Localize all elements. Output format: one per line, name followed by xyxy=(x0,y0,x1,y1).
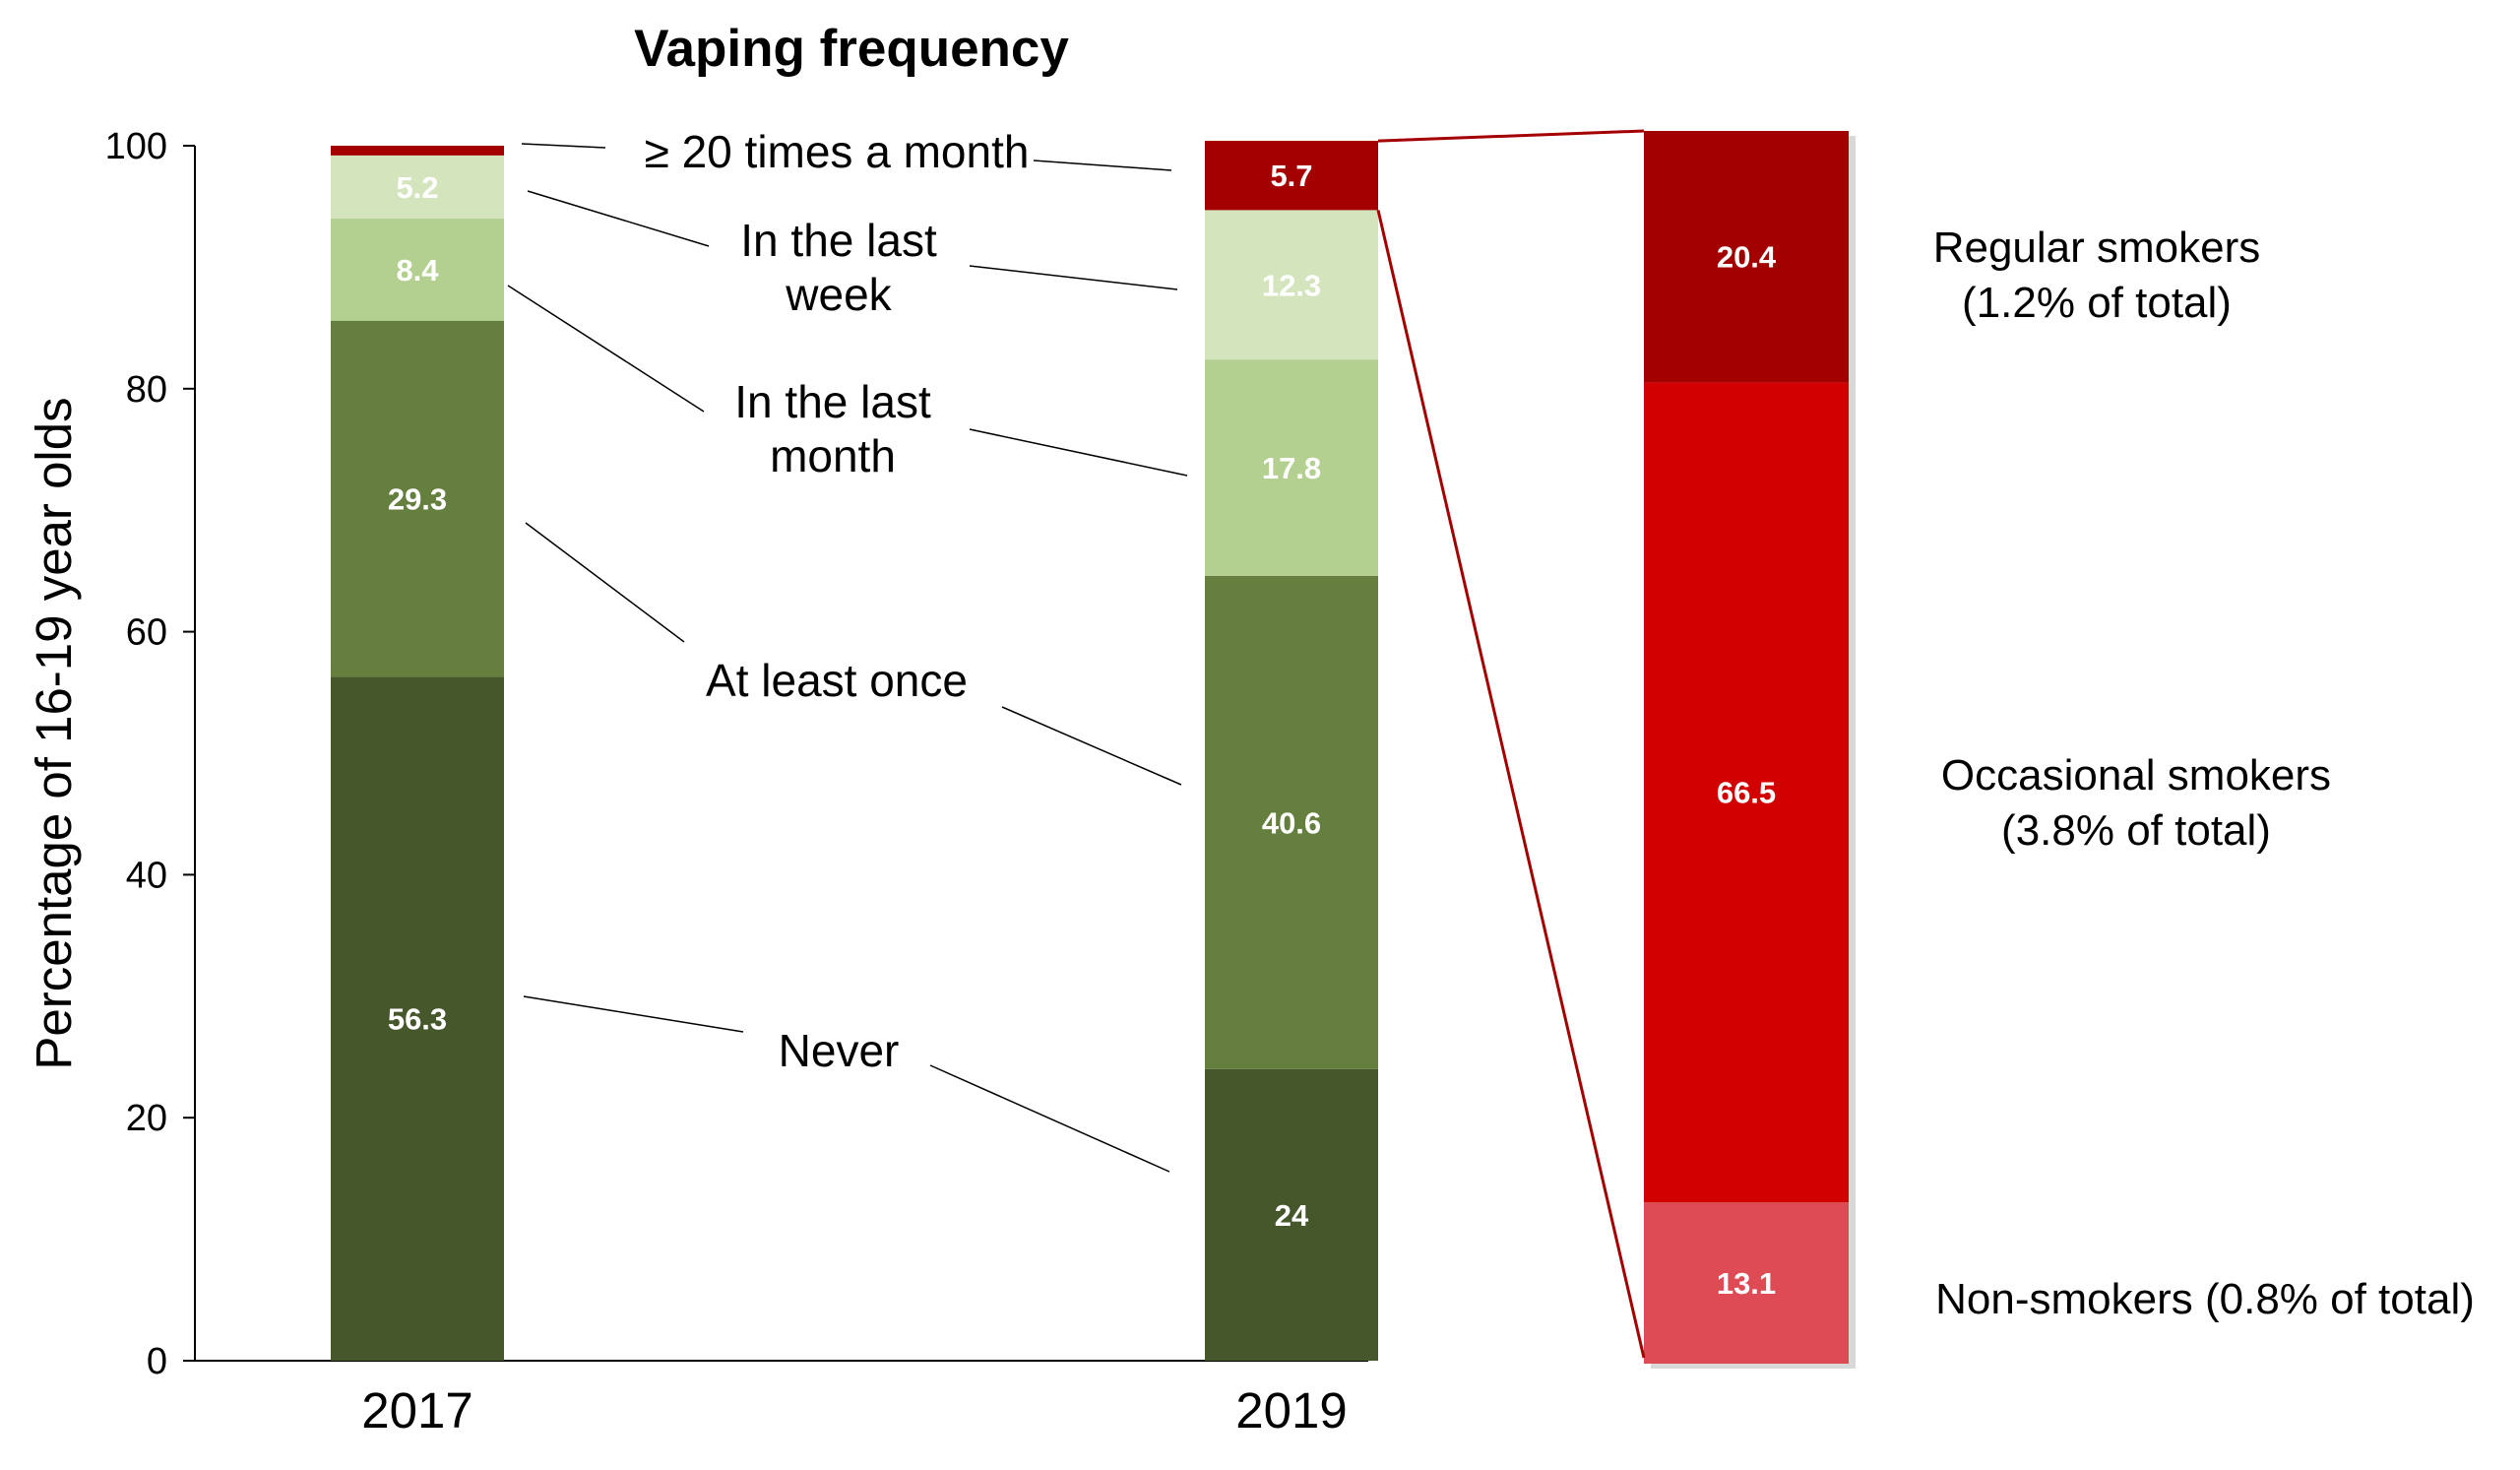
breakdown-label-regular-smokers: (1.2% of total) xyxy=(1962,279,2232,327)
data-label-in-the-last-week-2017: 5.2 xyxy=(396,170,438,205)
breakdown-segment-non-smokers-0-8-of-total xyxy=(1644,1201,1849,1364)
leader-line-at-least-once-2019 xyxy=(1001,706,1182,786)
leader-line-20-times-a-month-2019 xyxy=(1033,160,1172,171)
chart-title: Vaping frequency xyxy=(634,20,1069,78)
bar-segment-in-the-last-week-2017 xyxy=(331,155,504,220)
breakdown-bar: 13.1 Non-smokers (0.8% of total) 66.5 Occas… xyxy=(1376,129,2475,1369)
axes: 0 20 40 60 80 100 2017 2019 xyxy=(105,126,1368,1438)
bar-segment-never-2017 xyxy=(331,676,504,1361)
breakdown-value-non-smokers-0-8-of-total: 13.1 xyxy=(1717,1266,1776,1301)
bar-segment-in-the-last-month-2019 xyxy=(1205,359,1378,576)
leader-line-at-least-once-2017 xyxy=(525,522,685,643)
leader-line-in-the-last-week-2017 xyxy=(527,190,710,247)
data-label-at-least-once-2017: 29.3 xyxy=(388,481,447,516)
leader-line-never-2017 xyxy=(523,995,744,1033)
bar-segment-never-2019 xyxy=(1205,1068,1378,1361)
data-label-in-the-last-week-2019: 12.3 xyxy=(1262,268,1321,302)
y-tick-label: 0 xyxy=(147,1341,167,1382)
annotation-text-in-the-last-week: week xyxy=(785,269,892,320)
breakdown-connector-top xyxy=(1377,129,1645,143)
bar-segment-at-least-once-2019 xyxy=(1205,575,1378,1069)
breakdown-value-regular-smokers: 20.4 xyxy=(1717,240,1777,275)
leader-line-in-the-last-month-2019 xyxy=(969,428,1188,477)
bar-segment-at-least-once-2017 xyxy=(331,320,504,677)
x-category-label-2017: 2017 xyxy=(361,1382,472,1438)
data-label-20-times-a-month-2019: 5.7 xyxy=(1270,159,1312,193)
data-label-at-least-once-2019: 40.6 xyxy=(1262,805,1321,840)
stacked-bars: 56.3 29.3 8.4 5.2 24 40.6 17.8 12.3 5.7 xyxy=(331,141,1378,1361)
bar-segment-in-the-last-month-2017 xyxy=(331,219,504,321)
breakdown-label-occasional-smokers: Occasional smokers xyxy=(1941,751,2331,799)
leader-line-in-the-last-month-2017 xyxy=(507,285,705,413)
y-tick-label: 100 xyxy=(105,126,167,167)
breakdown-connector-bottom xyxy=(1376,210,1646,1359)
x-category-label-2019: 2019 xyxy=(1235,1382,1347,1438)
y-tick-label: 60 xyxy=(126,612,167,654)
breakdown-label-occasional-smokers: (3.8% of total) xyxy=(2001,806,2271,855)
bar-segment-20-times-a-month-2019 xyxy=(1205,141,1378,211)
leader-line-never-2019 xyxy=(929,1064,1170,1173)
annotation-text-in-the-last-week: In the last xyxy=(740,215,937,266)
annotation-text-never: Never xyxy=(779,1025,900,1076)
y-tick-label: 20 xyxy=(126,1098,167,1139)
leader-line-20-times-a-month-2017 xyxy=(521,143,606,149)
breakdown-segment-occasional-smokers xyxy=(1644,382,1849,1202)
annotation-text-in-the-last-month: month xyxy=(770,430,896,481)
y-tick-label: 40 xyxy=(126,855,167,896)
data-label-never-2017: 56.3 xyxy=(388,1002,447,1037)
annotation-text-at-least-once: At least once xyxy=(706,655,968,706)
breakdown-label-regular-smokers: Regular smokers xyxy=(1933,224,2261,272)
data-label-in-the-last-month-2019: 17.8 xyxy=(1262,451,1321,485)
bar-segment-20-times-a-month-2017 xyxy=(331,146,504,156)
breakdown-segment-regular-smokers xyxy=(1644,131,1849,383)
breakdown-label-non-smokers-0-8-of-total: Non-smokers (0.8% of total) xyxy=(1935,1275,2475,1323)
data-label-never-2019: 24 xyxy=(1275,1198,1309,1233)
breakdown-value-occasional-smokers: 66.5 xyxy=(1717,776,1776,810)
bar-segment-in-the-last-week-2019 xyxy=(1205,210,1378,360)
leader-line-in-the-last-week-2019 xyxy=(969,265,1178,290)
y-tick-label: 80 xyxy=(126,369,167,411)
annotation-text-in-the-last-month: In the last xyxy=(734,376,931,427)
y-axis-label: Percentage of 16-19 year olds xyxy=(26,397,82,1069)
annotation-text-20-times-a-month: ≥ 20 times a month xyxy=(645,126,1030,177)
data-label-in-the-last-month-2017: 8.4 xyxy=(396,253,439,288)
